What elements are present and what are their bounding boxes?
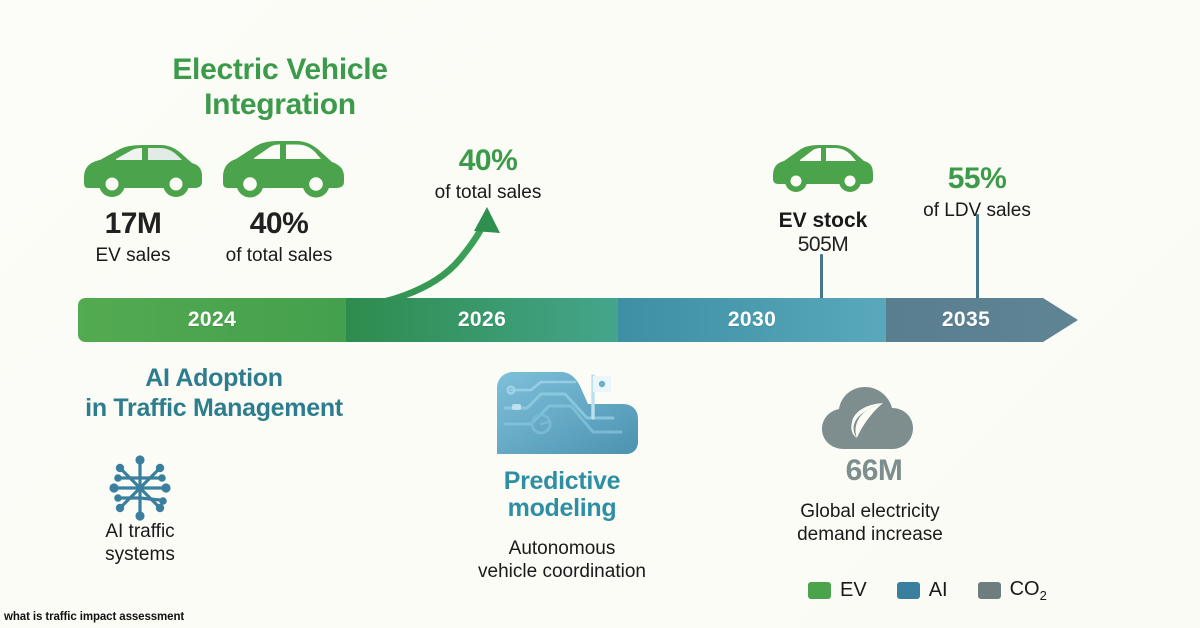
legend-item-co2[interactable]: CO2 [977,578,1047,603]
connector-tick-2030 [820,254,823,300]
car-sedan-icon [768,140,876,201]
connector-tick-2035 [976,214,979,300]
legend: EV AI CO2 [808,578,1047,603]
stat-ev-stock: EV stock 505M [748,208,898,256]
subhead-predictive-modeling: Predictive modeling [440,468,684,522]
timeline-year-2024[interactable]: 2024 [187,308,237,331]
stat-label: of total sales [434,181,542,203]
stat-value: 40% [249,207,309,240]
legend-label-co2-text: CO [1009,578,1040,600]
legend-swatch-ai [896,582,920,599]
legend-label-ev: EV [840,579,867,601]
stat-electricity-demand: 66M [780,455,968,487]
legend-item-ev[interactable]: EV [808,579,867,602]
stat-value: 40% [458,144,518,177]
stat-label-line2: systems [105,544,175,566]
car-wagon-icon [76,136,204,207]
stat-label: EV sales [95,244,171,266]
stat-ev-share-2024: 40% of total sales [200,208,358,267]
timeline-year-2026[interactable]: 2026 [457,308,507,331]
stat-label-line2: vehicle coordination [478,561,646,583]
page-title-ev-line2: Integration [204,88,356,122]
legend-label-co2: CO2 [1010,578,1047,603]
caption-text: what is traffic impact assessment [4,611,185,623]
timeline-year-2035[interactable]: 2035 [941,308,991,331]
subhead-line2: modeling [507,494,617,522]
stat-value: 66M [845,454,903,487]
page-title-ev-line1: Electric Vehicle [172,53,388,86]
car-hatchback-icon [216,134,348,207]
cloud-leaf-icon [820,386,924,457]
predictive-modeling-icon [483,372,639,459]
stat-label-line2: demand increase [797,524,943,546]
stat-value: 17M [104,207,162,240]
page-title-ev: Electric Vehicle Integration [110,52,450,123]
stat-electricity-demand-label: Global electricity demand increase [760,500,980,546]
stat-ev-share-2026: 40% of total sales [408,145,568,204]
legend-item-ai[interactable]: AI [896,579,948,602]
timeline-year-2030[interactable]: 2030 [727,308,777,331]
stat-label: of LDV sales [923,199,1031,221]
page-title-ai-line2: in Traffic Management [85,393,343,422]
stat-label-line1: Autonomous [508,538,616,559]
stat-label-line1: Global electricity [800,501,940,522]
stat-value: 55% [947,162,1007,195]
page-title-ai: AI Adoption in Traffic Management [38,364,390,424]
legend-label-ai: AI [928,579,948,601]
stat-label-line1: AI traffic [105,521,175,542]
stat-autonomous-coordination: Autonomous vehicle coordination [412,537,712,583]
legend-swatch-ev [808,582,831,599]
stat-ev-sales: 17M EV sales [62,208,204,267]
legend-label-co2-sub: 2 [1039,588,1047,603]
legend-swatch-co2 [977,582,1001,599]
timeline-bar: 2024 2026 2030 2035 [78,298,1078,342]
stat-label: EV stock [778,209,868,232]
stat-value: 505M [797,232,849,256]
stat-label: of total sales [225,244,333,266]
stat-ai-traffic-systems: AI traffic systems [52,520,228,566]
subhead-line1: Predictive [503,467,621,495]
ai-network-icon [96,452,184,529]
stat-ldv-share: 55% of LDV sales [898,163,1056,222]
page-title-ai-line1: AI Adoption [145,364,283,392]
